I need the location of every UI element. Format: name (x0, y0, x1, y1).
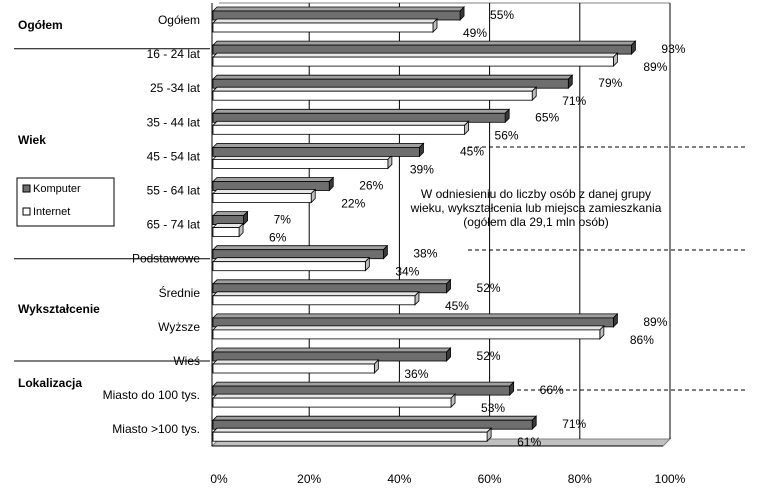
data-label-internet: 36% (404, 367, 428, 381)
bar-komputer-top (212, 415, 538, 421)
group-label: Wiek (18, 133, 46, 147)
category-label: 25 -34 lat (150, 81, 201, 95)
category-label: 16 - 24 lat (147, 47, 201, 61)
bar-internet-top (212, 359, 380, 365)
data-label-internet: 45% (445, 299, 469, 313)
data-label-internet: 39% (410, 162, 434, 176)
category-label: Miasto do 100 tys. (103, 388, 200, 402)
data-label-komputer: 7% (274, 213, 292, 227)
data-label-internet: 49% (463, 26, 487, 40)
bar-internet-top (212, 52, 619, 58)
data-label-internet: 6% (269, 231, 287, 245)
data-label-komputer: 26% (359, 179, 383, 193)
data-label-extra: 45% (460, 144, 484, 158)
bar-internet (212, 397, 452, 408)
category-label: 65 - 74 lat (147, 218, 201, 232)
bar-internet (212, 90, 533, 101)
bar-internet-top (212, 393, 456, 399)
legend-label-komputer: Komputer (33, 183, 81, 195)
data-label-internet: 34% (395, 265, 419, 279)
bar-komputer-top (212, 347, 452, 353)
group-label: Lokalizacja (18, 376, 82, 390)
data-label-komputer: 38% (413, 247, 437, 261)
category-label: Ogółem (158, 13, 200, 27)
bar-komputer-top (212, 279, 452, 285)
bar-komputer (212, 146, 420, 157)
annotation-line: (ogółem dla 29,1 mln osób) (463, 215, 608, 229)
bar-internet (212, 124, 465, 135)
x-tick-label: 20% (297, 472, 321, 486)
legend-swatch-internet (22, 207, 31, 216)
data-label-komputer: 93% (661, 42, 685, 56)
annotation-line: wieku, wykształcenia lub miejsca zamiesz… (410, 201, 662, 215)
bar-komputer-top (212, 313, 619, 319)
data-label-internet: 22% (341, 197, 365, 211)
category-label: 35 - 44 lat (147, 115, 201, 129)
bar-internet-top (212, 86, 538, 92)
bar-internet (212, 227, 240, 238)
legend-box (16, 177, 115, 227)
bar-internet-top (212, 291, 420, 297)
bar-internet (212, 158, 389, 169)
data-label-komputer: 55% (490, 8, 514, 22)
bar-komputer-top (212, 108, 511, 114)
bar-internet (212, 295, 416, 306)
bar-komputer-top (212, 211, 249, 217)
bar-internet-top (212, 427, 493, 433)
bar-komputer-top (212, 74, 574, 80)
bar-komputer-top (212, 40, 637, 46)
bar-internet-top (212, 257, 371, 263)
x-tick-label: 80% (568, 472, 592, 486)
group-label: Wykształcenie (18, 302, 100, 316)
data-label-internet: 56% (495, 128, 519, 142)
annotation-line: W odniesieniu do liczby osób z danej gru… (421, 187, 651, 201)
bar-komputer-top (212, 245, 389, 251)
x-tick-label: 0% (210, 472, 228, 486)
bar-komputer-top (212, 6, 466, 12)
category-label: Wyższe (158, 320, 200, 334)
data-label-komputer: 89% (643, 315, 667, 329)
category-label: 45 - 54 lat (147, 149, 201, 163)
bar-internet (212, 56, 614, 67)
data-label-internet: 89% (643, 60, 667, 74)
legend-label-internet: Internet (33, 206, 70, 218)
data-label-komputer: 52% (477, 281, 501, 295)
bar-internet (212, 22, 434, 33)
data-label-internet: 86% (630, 333, 654, 347)
bar-internet-top (212, 223, 245, 229)
data-label-komputer: 65% (535, 110, 559, 124)
category-label: Miasto >100 tys. (112, 422, 200, 436)
category-label: Średnie (159, 285, 201, 300)
category-label: Podstawowe (132, 252, 200, 266)
bar-internet (212, 261, 366, 272)
bar-internet-top (212, 325, 605, 331)
bar-komputer-top (212, 142, 425, 148)
bar-internet-top (212, 189, 317, 194)
data-label-komputer: 79% (598, 76, 622, 90)
bar-internet-top (212, 120, 470, 126)
data-label-komputer: 71% (562, 417, 586, 431)
x-tick-label: 60% (478, 472, 502, 486)
group-label: Ogółem (18, 18, 63, 32)
data-label-komputer: 52% (477, 349, 501, 363)
legend-swatch-komputer (22, 184, 31, 193)
x-tick-label: 100% (655, 472, 686, 486)
data-label-internet: 61% (517, 435, 541, 449)
data-label-internet: 53% (481, 401, 505, 415)
category-label: 55 - 64 lat (147, 184, 201, 198)
category-label: Wieś (173, 354, 200, 368)
bar-internet (212, 329, 601, 340)
bar-internet (212, 431, 488, 442)
bar-internet (212, 193, 312, 203)
bar-internet-top (212, 18, 438, 24)
data-label-internet: 71% (562, 94, 586, 108)
x-tick-label: 40% (387, 472, 411, 486)
bar-komputer-top (212, 177, 335, 182)
bar-internet (212, 363, 375, 374)
data-label-komputer: 66% (540, 383, 564, 397)
bar-komputer-top (212, 381, 515, 387)
